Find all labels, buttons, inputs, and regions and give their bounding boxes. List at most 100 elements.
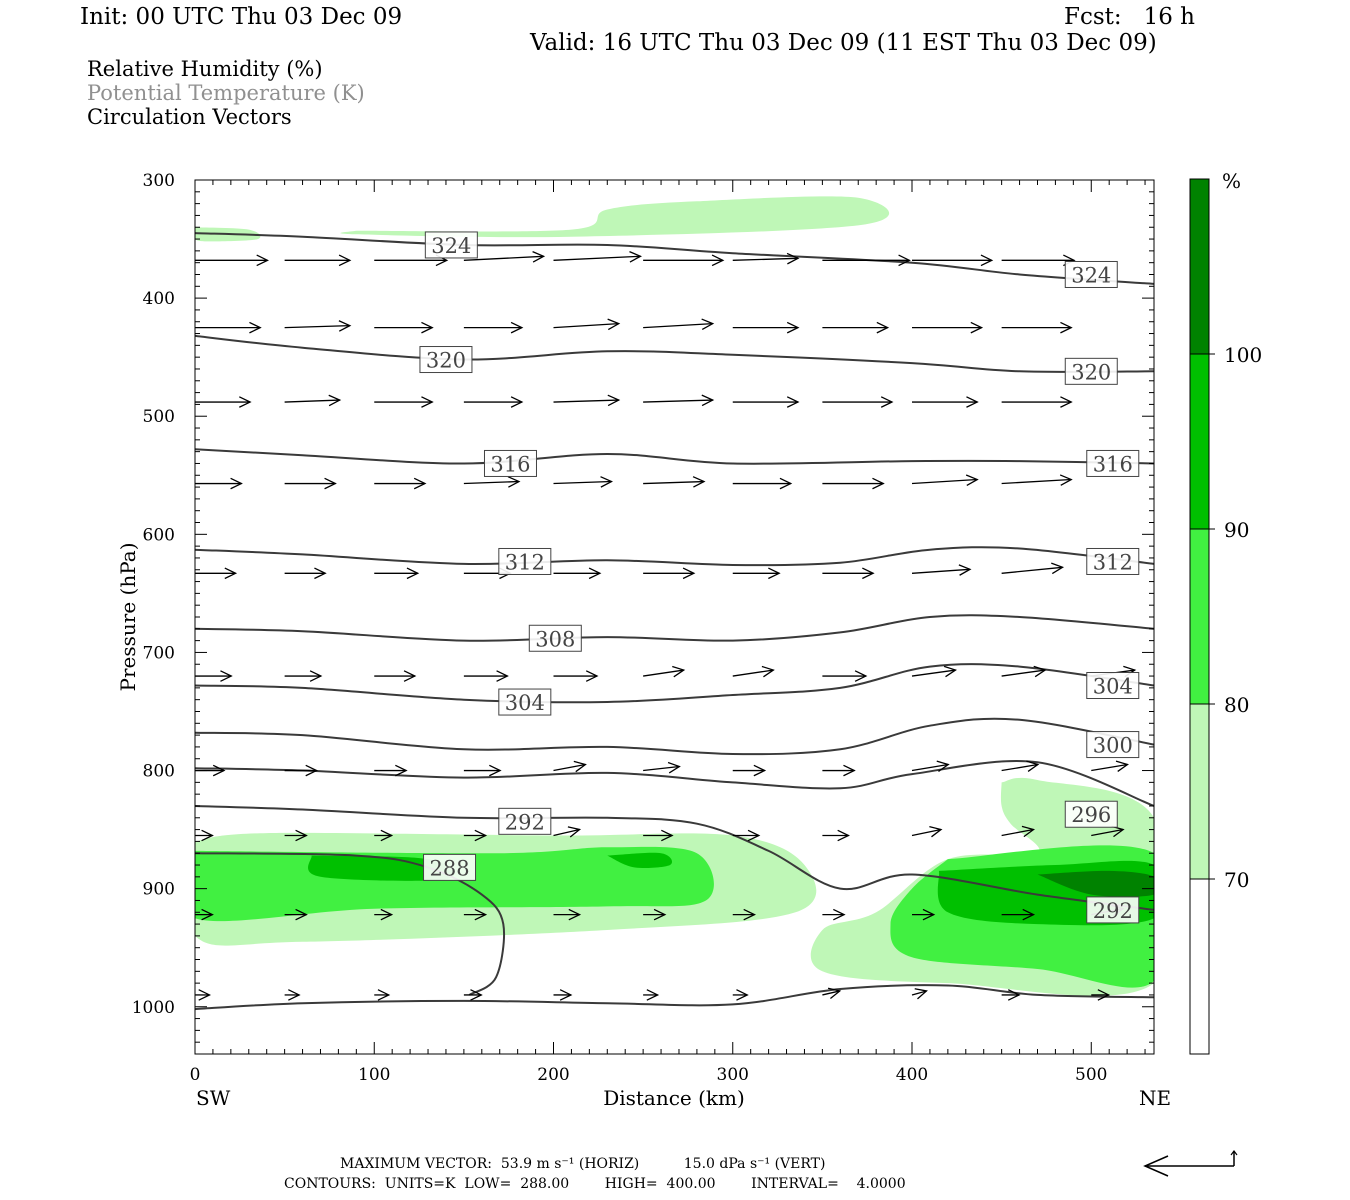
- circulation-vector: [1091, 989, 1111, 1001]
- contour-label-box: [419, 346, 473, 374]
- circulation-vector: [643, 908, 667, 921]
- x-tick-label: 100: [358, 1065, 390, 1085]
- vector-head: [929, 825, 943, 838]
- circulation-vector: [195, 567, 238, 580]
- circulation-vector: [643, 829, 674, 842]
- circulation-vector: [822, 829, 850, 842]
- circulation-vector: [1001, 474, 1073, 486]
- y-tick-label: 700: [143, 643, 175, 663]
- vector-head: [672, 665, 686, 678]
- circulation-vector: [732, 252, 800, 265]
- circulation-vector: [553, 760, 587, 773]
- x-tick-label: 0: [190, 1065, 201, 1085]
- vector-shaft: [643, 480, 705, 485]
- contour-label-layer: 324 324 320 320 316 316 312 312 308 304 304 300 296 2…: [419, 231, 1140, 924]
- theta-contour-304: [195, 663, 1154, 704]
- axes: 0 100 200 300 400 500 300 400 500 600 700 800 900 100…: [132, 171, 1154, 1085]
- vector-head: [421, 321, 434, 334]
- circulation-vector: [463, 251, 546, 263]
- colorbar-segment: [1190, 704, 1209, 879]
- circulation-vector: [643, 476, 706, 488]
- contour-label-300: 300: [1093, 734, 1133, 758]
- circulation-vector: [374, 567, 420, 580]
- vector-head: [833, 908, 846, 921]
- contour-label-box: [1064, 260, 1118, 288]
- vector-head: [338, 254, 352, 267]
- vector-head: [965, 474, 979, 486]
- contour-label-292: 292: [505, 810, 545, 834]
- theta-contour-312: [195, 546, 1154, 567]
- theta-contour-296: [195, 760, 1154, 807]
- vector-head: [761, 665, 775, 678]
- colorbar-unit: %: [1222, 169, 1241, 193]
- vector-layer: [195, 250, 1137, 1001]
- vector-head: [753, 764, 767, 777]
- contour-label-324: 324: [1071, 263, 1111, 287]
- vector-head: [837, 829, 850, 842]
- circulation-vector: [643, 665, 686, 678]
- vector-shaft: [643, 765, 680, 772]
- circulation-vector: [553, 250, 642, 263]
- vector-shaft: [1001, 763, 1038, 772]
- vector-shaft: [1001, 828, 1034, 837]
- vector-shaft: [553, 399, 619, 403]
- circulation-vector: [912, 254, 994, 267]
- vector-head: [567, 826, 582, 838]
- vector-head: [1097, 989, 1111, 1001]
- circulation-vector: [374, 908, 394, 921]
- vector-shaft: [553, 828, 580, 837]
- circulation-vector: [1001, 254, 1076, 267]
- contour-label-312: 312: [1093, 550, 1133, 574]
- vector-head: [249, 321, 262, 334]
- vector-head: [224, 567, 238, 580]
- contour-label-320: 320: [1071, 360, 1111, 384]
- vector-head: [607, 394, 621, 407]
- circulation-vector: [195, 396, 252, 408]
- circulation-vector: [284, 477, 337, 490]
- vector-head: [338, 320, 352, 332]
- circulation-vector: [732, 989, 749, 1001]
- vector-head: [629, 250, 642, 263]
- circulation-vector: [911, 474, 979, 486]
- contour-label-box: [1086, 731, 1140, 759]
- x-tick-label: 300: [717, 1065, 749, 1085]
- circulation-vector: [1001, 989, 1021, 1001]
- vector-head: [607, 318, 621, 331]
- circulation-vector: [374, 764, 408, 777]
- circulation-vector: [911, 564, 972, 576]
- vector-head: [377, 989, 391, 1001]
- vector-head: [256, 254, 269, 267]
- circulation-vector: [822, 908, 846, 921]
- circulation-vector: [463, 908, 488, 921]
- vector-head: [743, 908, 757, 921]
- humidity-fill-layer: [195, 196, 1154, 996]
- vector-head: [736, 989, 749, 1001]
- circulation-vector: [553, 908, 582, 921]
- vector-head: [588, 567, 602, 580]
- vector-head: [958, 564, 972, 576]
- vector-head: [474, 829, 488, 842]
- vector-head: [653, 908, 667, 921]
- vector-head: [970, 321, 984, 334]
- footer-contours: CONTOURS: UNITS=K LOW= 288.00 HIGH= 400.…: [284, 1176, 906, 1192]
- vector-head: [843, 764, 856, 777]
- vector-head: [568, 908, 582, 921]
- vector-head: [324, 477, 337, 490]
- circulation-vector: [374, 670, 417, 682]
- contour-label-box: [483, 449, 537, 477]
- vector-head: [786, 252, 800, 265]
- contour-label-304: 304: [1093, 675, 1133, 699]
- vector-head: [898, 254, 911, 267]
- circulation-vector: [643, 567, 696, 580]
- theta-contour-layer: [195, 232, 1154, 1011]
- circulation-vector: [374, 396, 434, 408]
- circulation-vector: [195, 829, 214, 842]
- circulation-vector: [822, 670, 868, 682]
- circulation-vector: [911, 665, 957, 678]
- vector-shaft: [643, 399, 713, 403]
- vector-shaft: [463, 255, 544, 261]
- vector-shaft: [822, 990, 840, 996]
- circulation-vector: [374, 829, 394, 842]
- contour-label-box: [528, 624, 582, 652]
